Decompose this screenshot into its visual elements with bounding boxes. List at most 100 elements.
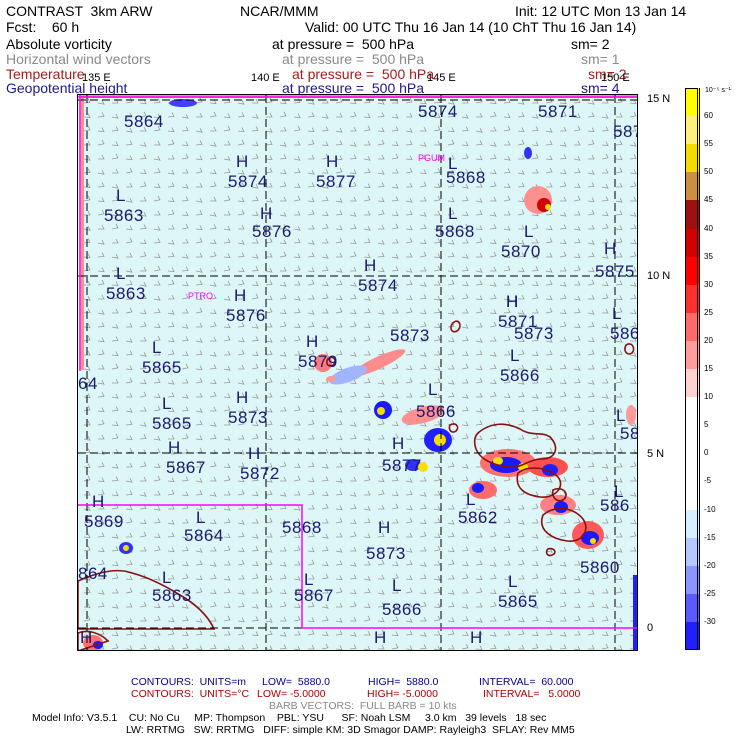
contour-interval: INTERVAL= 60.000 (479, 676, 574, 688)
wind-barb (447, 310, 455, 315)
colorbar-tick-label: 60 (704, 111, 713, 121)
wind-barb (153, 125, 161, 132)
wind-barb (615, 408, 623, 413)
wind-barb (265, 447, 273, 454)
wind-barb (377, 240, 385, 245)
wind-barb (237, 197, 245, 203)
wind-barb (545, 167, 553, 174)
wind-barb (224, 140, 231, 146)
wind-barbs (83, 97, 637, 650)
wind-barb (210, 476, 217, 482)
wind-barb (167, 349, 175, 356)
wind-barb (83, 226, 91, 231)
wind-barb (279, 461, 287, 468)
wind-barb (420, 126, 427, 132)
wind-barb (475, 280, 483, 286)
wind-barb (405, 517, 413, 524)
wind-barb (475, 517, 483, 524)
wind-barb (615, 560, 623, 566)
wind-barb (377, 547, 385, 553)
wind-barb (559, 294, 567, 300)
wind-barb (601, 281, 609, 287)
wind-barb (405, 338, 413, 343)
colorbar-tick-label: 50 (704, 167, 713, 177)
wind-barb (321, 324, 329, 329)
wind-barb (391, 406, 399, 412)
wind-barb (461, 604, 469, 609)
wind-barb (349, 224, 357, 230)
wind-barb (475, 140, 483, 146)
wind-barb (574, 140, 581, 146)
wind-barb (363, 98, 371, 104)
wind-barb (195, 140, 203, 146)
high-marker: H (326, 152, 339, 171)
wind-barb (489, 352, 497, 357)
latitude-label: 5 N (647, 448, 665, 460)
wind-barb (434, 140, 441, 146)
wind-barb (489, 434, 497, 440)
wind-barb (223, 156, 231, 161)
wind-barb (573, 436, 581, 441)
wind-barb (223, 576, 231, 581)
wind-barb (279, 111, 287, 118)
wind-barb (518, 504, 525, 510)
wind-barb (209, 111, 217, 118)
wind-barb (433, 588, 441, 594)
wind-barb (517, 419, 525, 426)
low-marker: L (116, 186, 126, 205)
wind-barb (335, 575, 343, 581)
wind-barb (97, 209, 105, 216)
wind-barb (196, 322, 203, 328)
wind-barb (559, 224, 567, 230)
wind-barb (349, 422, 357, 427)
wind-barb (587, 477, 595, 483)
wind-barb (307, 477, 315, 483)
wind-barb (294, 560, 301, 566)
wind-barb (182, 518, 189, 524)
wind-barb (139, 601, 147, 608)
vorticity-edge (79, 95, 84, 370)
wind-barb (335, 140, 343, 146)
wind-barb (573, 265, 581, 272)
wind-barb (97, 279, 105, 286)
wind-barb (308, 504, 315, 510)
wind-barb (293, 265, 301, 272)
wind-barb (518, 434, 525, 440)
wind-barb (378, 224, 385, 230)
wind-barb (573, 393, 581, 399)
wind-barb (139, 239, 147, 245)
wind-barb (615, 307, 623, 314)
wind-barb (210, 336, 217, 342)
low-marker: L (524, 222, 534, 241)
wind-barb (280, 336, 287, 342)
wind-barb (531, 254, 539, 259)
wind-barb (433, 518, 441, 524)
wind-barb (307, 547, 315, 553)
wind-barb (419, 632, 427, 637)
wind-barb (307, 139, 315, 146)
wind-barb (252, 518, 259, 524)
wind-barb (251, 266, 259, 272)
wind-barb (111, 324, 119, 329)
wind-barb (461, 114, 469, 119)
wind-barb (181, 153, 189, 160)
wind-barb (83, 265, 91, 272)
wind-barb (167, 139, 175, 146)
wind-barb (391, 336, 399, 342)
wind-barb (83, 463, 91, 469)
wind-barb (209, 154, 217, 160)
wind-barb (307, 559, 315, 566)
wind-barb (251, 561, 259, 567)
wind-barb (377, 100, 385, 105)
height-value-label: 5875 (595, 262, 635, 281)
wind-barb (265, 237, 273, 244)
wind-barb (615, 128, 623, 133)
wind-barb (489, 589, 497, 595)
wind-barb (139, 391, 147, 398)
wind-barb (587, 279, 595, 286)
wind-barb (335, 447, 343, 454)
wind-barb (293, 113, 301, 119)
wind-barb (280, 616, 287, 622)
wind-barb (279, 519, 287, 525)
wind-barb (97, 197, 105, 203)
